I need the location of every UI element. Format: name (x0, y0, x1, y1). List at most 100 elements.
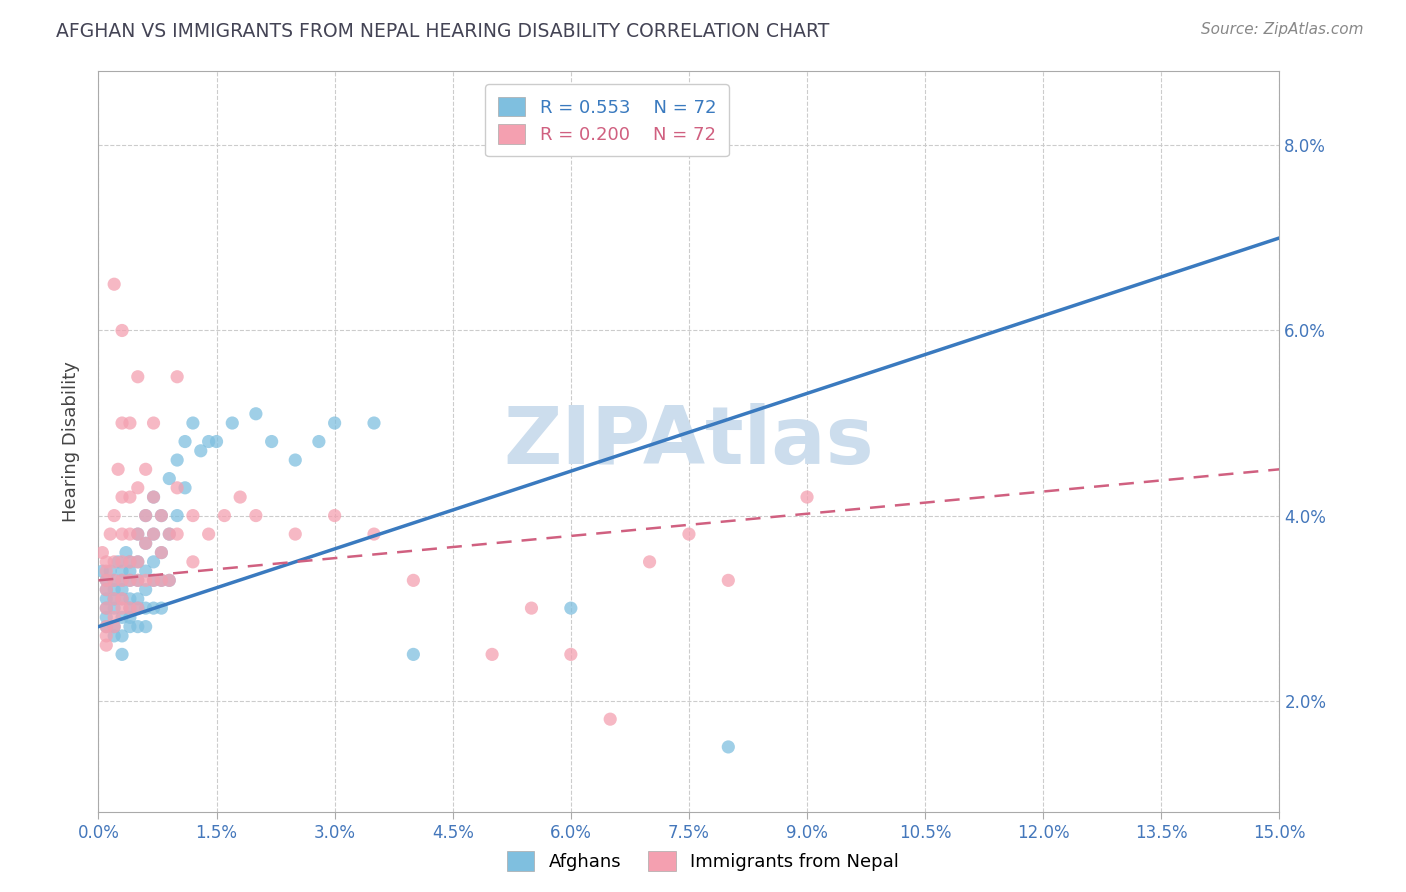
Point (96, 619, 118, 633)
Point (135, 536, 157, 550)
Point (142, 601, 165, 615)
Point (157, 527, 180, 541)
Point (107, 555, 129, 569)
Point (127, 481, 149, 495)
Point (245, 508, 267, 523)
Point (127, 619, 149, 633)
Point (150, 508, 173, 523)
Point (229, 490, 252, 504)
Point (142, 490, 165, 504)
Point (181, 508, 204, 523)
Point (111, 629, 134, 643)
Point (363, 527, 385, 541)
Point (96, 601, 118, 615)
Point (98, 527, 121, 541)
Point (150, 574, 173, 588)
Point (181, 416, 204, 430)
Point (96, 574, 118, 588)
Point (96, 619, 118, 633)
Point (142, 416, 165, 430)
Point (91, 545, 114, 560)
Point (260, 434, 283, 449)
Legend: R = 0.553    N = 72, R = 0.200    N = 72: R = 0.553 N = 72, R = 0.200 N = 72 (485, 84, 728, 156)
Point (127, 527, 149, 541)
Point (560, 648, 582, 662)
Point (127, 555, 149, 569)
Point (599, 712, 621, 726)
Point (118, 601, 141, 615)
Point (103, 582, 125, 597)
Point (157, 574, 180, 588)
Point (717, 739, 740, 754)
Point (157, 471, 180, 485)
Point (166, 453, 188, 467)
Point (111, 648, 134, 662)
Point (308, 434, 330, 449)
Point (717, 574, 740, 588)
Point (127, 574, 149, 588)
Legend: Afghans, Immigrants from Nepal: Afghans, Immigrants from Nepal (501, 844, 905, 879)
Point (111, 527, 134, 541)
Point (157, 574, 180, 588)
Point (150, 574, 173, 588)
Point (118, 416, 141, 430)
Point (135, 508, 157, 523)
Point (150, 601, 173, 615)
Point (118, 555, 141, 569)
Point (96, 638, 118, 652)
Point (127, 527, 149, 541)
Point (107, 462, 129, 476)
Point (174, 434, 197, 449)
Point (323, 508, 346, 523)
Point (402, 648, 425, 662)
Point (96, 555, 118, 569)
Point (157, 527, 180, 541)
Point (135, 564, 157, 578)
Point (127, 601, 149, 615)
Point (197, 434, 219, 449)
Point (111, 582, 134, 597)
Point (678, 527, 700, 541)
Point (111, 591, 134, 606)
Point (103, 619, 125, 633)
Point (221, 416, 243, 430)
Point (363, 416, 385, 430)
Point (96, 610, 118, 624)
Point (103, 591, 125, 606)
Point (142, 490, 165, 504)
Y-axis label: Hearing Disability: Hearing Disability (62, 361, 80, 522)
Point (166, 481, 188, 495)
Point (96, 582, 118, 597)
Point (166, 369, 188, 384)
Point (142, 527, 165, 541)
Point (118, 619, 141, 633)
Point (796, 490, 818, 504)
Point (118, 564, 141, 578)
Point (481, 648, 503, 662)
Point (166, 508, 188, 523)
Point (96, 564, 118, 578)
Point (150, 508, 173, 523)
Point (284, 453, 307, 467)
Point (115, 545, 138, 560)
Text: ZIPAtlas: ZIPAtlas (503, 402, 875, 481)
Point (127, 591, 149, 606)
Point (520, 601, 543, 615)
Point (174, 481, 197, 495)
Point (111, 555, 134, 569)
Text: AFGHAN VS IMMIGRANTS FROM NEPAL HEARING DISABILITY CORRELATION CHART: AFGHAN VS IMMIGRANTS FROM NEPAL HEARING … (56, 22, 830, 41)
Point (96, 591, 118, 606)
Point (103, 574, 125, 588)
Point (103, 591, 125, 606)
Point (103, 574, 125, 588)
Point (96, 601, 118, 615)
Point (91, 564, 114, 578)
Point (103, 601, 125, 615)
Point (118, 555, 141, 569)
Point (142, 574, 165, 588)
Point (135, 582, 157, 597)
Point (118, 574, 141, 588)
Point (284, 527, 307, 541)
Point (402, 574, 425, 588)
Point (96, 582, 118, 597)
